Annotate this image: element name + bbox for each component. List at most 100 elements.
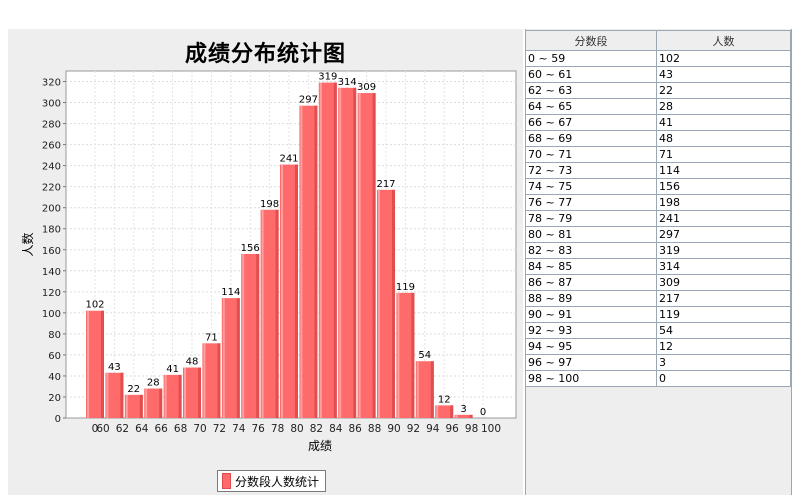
x-tick-label: 92 [407,423,420,435]
bar-highlight [397,292,400,418]
cell-count[interactable]: 319 [656,242,791,259]
cell-count[interactable]: 309 [656,274,791,291]
cell-range[interactable]: 78 ~ 79 [525,210,657,227]
table-row[interactable]: 96 ~ 97 3 [525,354,791,371]
table-row[interactable]: 76 ~ 77 198 [525,194,791,211]
bar-value-label: 217 [376,179,395,190]
table-row[interactable]: 80 ~ 81 297 [525,226,791,243]
cell-range[interactable]: 68 ~ 69 [525,130,657,147]
bar-highlight [145,388,148,418]
chart-panel: 成绩分布统计图 0 20 40 60 80 100 120 140 160 180 200 220 24… [8,29,523,495]
table-row[interactable]: 74 ~ 75 156 [525,178,791,195]
cell-range[interactable]: 60 ~ 61 [525,66,657,83]
bar-value-label: 41 [166,364,179,375]
table-row[interactable]: 84 ~ 85 314 [525,258,791,275]
bar-value-label: 114 [221,287,240,298]
cell-range[interactable]: 92 ~ 93 [525,322,657,339]
table-row[interactable]: 64 ~ 65 28 [525,98,791,115]
cell-count[interactable]: 54 [656,322,791,339]
table-row[interactable]: 88 ~ 89 217 [525,290,791,307]
bar-highlight [300,105,303,418]
x-tick-label: 78 [271,423,284,435]
bar-value-label: 0 [480,407,486,418]
table-row[interactable]: 86 ~ 87 309 [525,274,791,291]
cell-range[interactable]: 96 ~ 97 [525,354,657,371]
table-row[interactable]: 68 ~ 69 48 [525,130,791,147]
cell-count[interactable]: 43 [656,66,791,83]
cell-range[interactable]: 82 ~ 83 [525,242,657,259]
cell-count[interactable]: 41 [656,114,791,131]
table-row[interactable]: 62 ~ 63 22 [525,82,791,99]
chart-title: 成绩分布统计图 [184,42,346,67]
table-row[interactable]: 70 ~ 71 71 [525,146,791,163]
bar-value-label: 297 [299,95,318,106]
bar-highlight [164,374,167,418]
cell-count[interactable]: 297 [656,226,791,243]
cell-count[interactable]: 314 [656,258,791,275]
bar-value-label: 3 [460,404,466,415]
bar [454,414,473,418]
cell-range[interactable]: 70 ~ 71 [525,146,657,163]
cell-range[interactable]: 80 ~ 81 [525,226,657,243]
cell-range[interactable]: 72 ~ 73 [525,162,657,179]
cell-count[interactable]: 71 [656,146,791,163]
cell-range[interactable]: 90 ~ 91 [525,306,657,323]
cell-range[interactable]: 0 ~ 59 [525,50,657,67]
bar-shade [411,292,415,418]
y-tick-label: 20 [48,393,61,404]
x-tick-label: 66 [155,423,169,435]
bar [183,367,201,418]
bar-highlight [455,414,458,418]
table-row[interactable]: 98 ~ 100 0 [525,370,791,387]
cell-count[interactable]: 102 [656,50,791,67]
cell-range[interactable]: 94 ~ 95 [525,338,657,355]
table-row[interactable]: 82 ~ 83 319 [525,242,791,259]
x-tick-label: 94 [426,423,440,435]
bar-shade [198,367,201,418]
cell-count[interactable]: 12 [656,338,791,355]
cell-range[interactable]: 76 ~ 77 [525,194,657,211]
cell-range[interactable]: 66 ~ 67 [525,114,657,131]
column-header-range[interactable]: 分数段 [525,30,657,51]
cell-count[interactable]: 0 [656,370,791,387]
y-tick-label: 200 [42,204,61,215]
cell-range[interactable]: 74 ~ 75 [525,178,657,195]
table-row[interactable]: 90 ~ 91 119 [525,306,791,323]
cell-count[interactable]: 22 [656,82,791,99]
table-row[interactable]: 78 ~ 79 241 [525,210,791,227]
bar-highlight [106,372,109,418]
cell-range[interactable]: 64 ~ 65 [525,98,657,115]
table-row[interactable]: 94 ~ 95 12 [525,338,791,355]
cell-count[interactable]: 241 [656,210,791,227]
table-row[interactable]: 72 ~ 73 114 [525,162,791,179]
cell-count[interactable]: 156 [656,178,791,195]
y-tick-label: 300 [42,99,61,110]
bar [202,343,221,418]
cell-count[interactable]: 114 [656,162,791,179]
cell-count[interactable]: 198 [656,194,791,211]
table-row[interactable]: 92 ~ 93 54 [525,322,791,339]
table-row[interactable]: 60 ~ 61 43 [525,66,791,83]
bar-highlight [416,361,419,418]
column-header-count[interactable]: 人数 [656,30,791,51]
cell-range[interactable]: 88 ~ 89 [525,290,657,307]
bar-value-label: 22 [127,384,140,395]
bar-shade [314,105,318,418]
bar-highlight [242,253,245,418]
bar-shade [353,87,357,418]
cell-count[interactable]: 28 [656,98,791,115]
cell-range[interactable]: 98 ~ 100 [525,370,657,387]
x-tick-label: 0 [92,423,99,435]
cell-range[interactable]: 84 ~ 85 [525,258,657,275]
y-axis-label: 人数 [20,232,35,256]
cell-count[interactable]: 3 [656,354,791,371]
cell-count[interactable]: 119 [656,306,791,323]
chart-legend[interactable]: 分数段人数统计 [217,470,327,492]
cell-count[interactable]: 48 [656,130,791,147]
table-row[interactable]: 0 ~ 59 102 [525,50,791,67]
x-axis-label: 成绩 [308,439,332,453]
cell-range[interactable]: 62 ~ 63 [525,82,657,99]
table-row[interactable]: 66 ~ 67 41 [525,114,791,131]
cell-count[interactable]: 217 [656,290,791,307]
cell-range[interactable]: 86 ~ 87 [525,274,657,291]
